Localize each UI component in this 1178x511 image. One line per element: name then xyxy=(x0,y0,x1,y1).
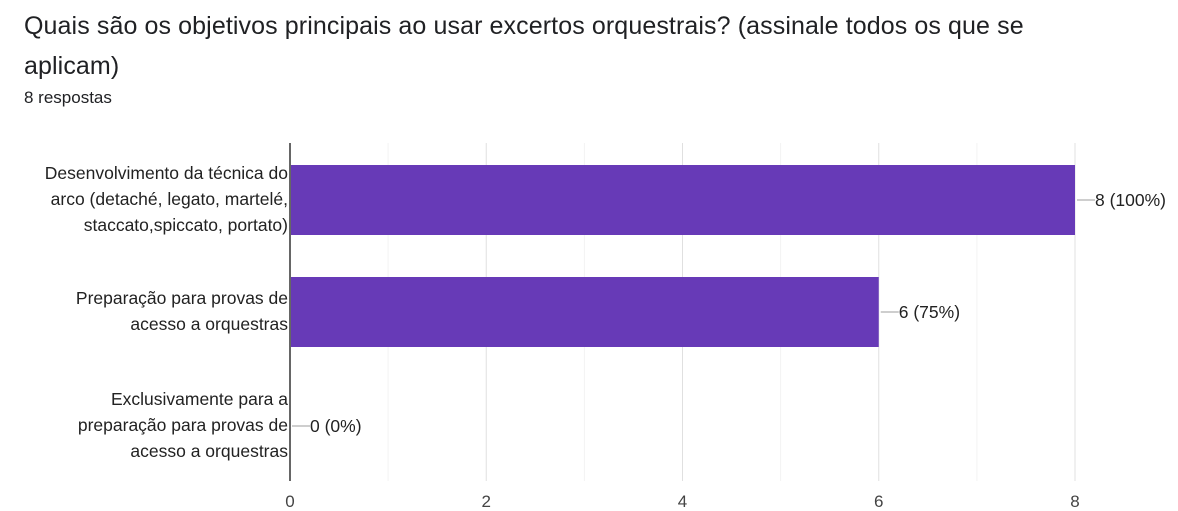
x-tick-label: 6 xyxy=(874,492,883,511)
bar[interactable] xyxy=(291,277,879,347)
category-label-line: preparação para provas de xyxy=(77,415,288,435)
category-label-line: arco (detaché, legato, martelé, xyxy=(50,189,288,209)
category-label-line: staccato,spiccato, portato) xyxy=(83,215,288,235)
data-label: 0 (0%) xyxy=(310,416,362,436)
bar[interactable] xyxy=(291,165,1075,235)
response-count: 8 respostas xyxy=(24,88,112,107)
question-title: Quais são os objetivos principais ao usa… xyxy=(24,12,1024,80)
category-label-line: Desenvolvimento da técnica do xyxy=(44,163,288,183)
category-label: Desenvolvimento da técnica do arco (detac… xyxy=(0,160,288,238)
category-label-line: acesso a orquestras xyxy=(130,314,288,334)
data-label: 6 (75%) xyxy=(899,302,960,322)
x-tick-label: 8 xyxy=(1070,492,1079,511)
x-tick-label: 4 xyxy=(678,492,687,511)
x-tick-label: 2 xyxy=(482,492,491,511)
category-label: Preparação para provas de acesso a orques… xyxy=(0,285,288,337)
data-label: 8 (100%) xyxy=(1095,190,1166,210)
category-label-line: Exclusivamente para a xyxy=(110,389,288,409)
category-label: Exclusivamente para a preparação para pro… xyxy=(0,386,288,464)
category-label-line: Preparação para provas de xyxy=(75,288,288,308)
category-label-line: acesso a orquestras xyxy=(130,441,288,461)
x-tick-label: 0 xyxy=(285,492,294,511)
